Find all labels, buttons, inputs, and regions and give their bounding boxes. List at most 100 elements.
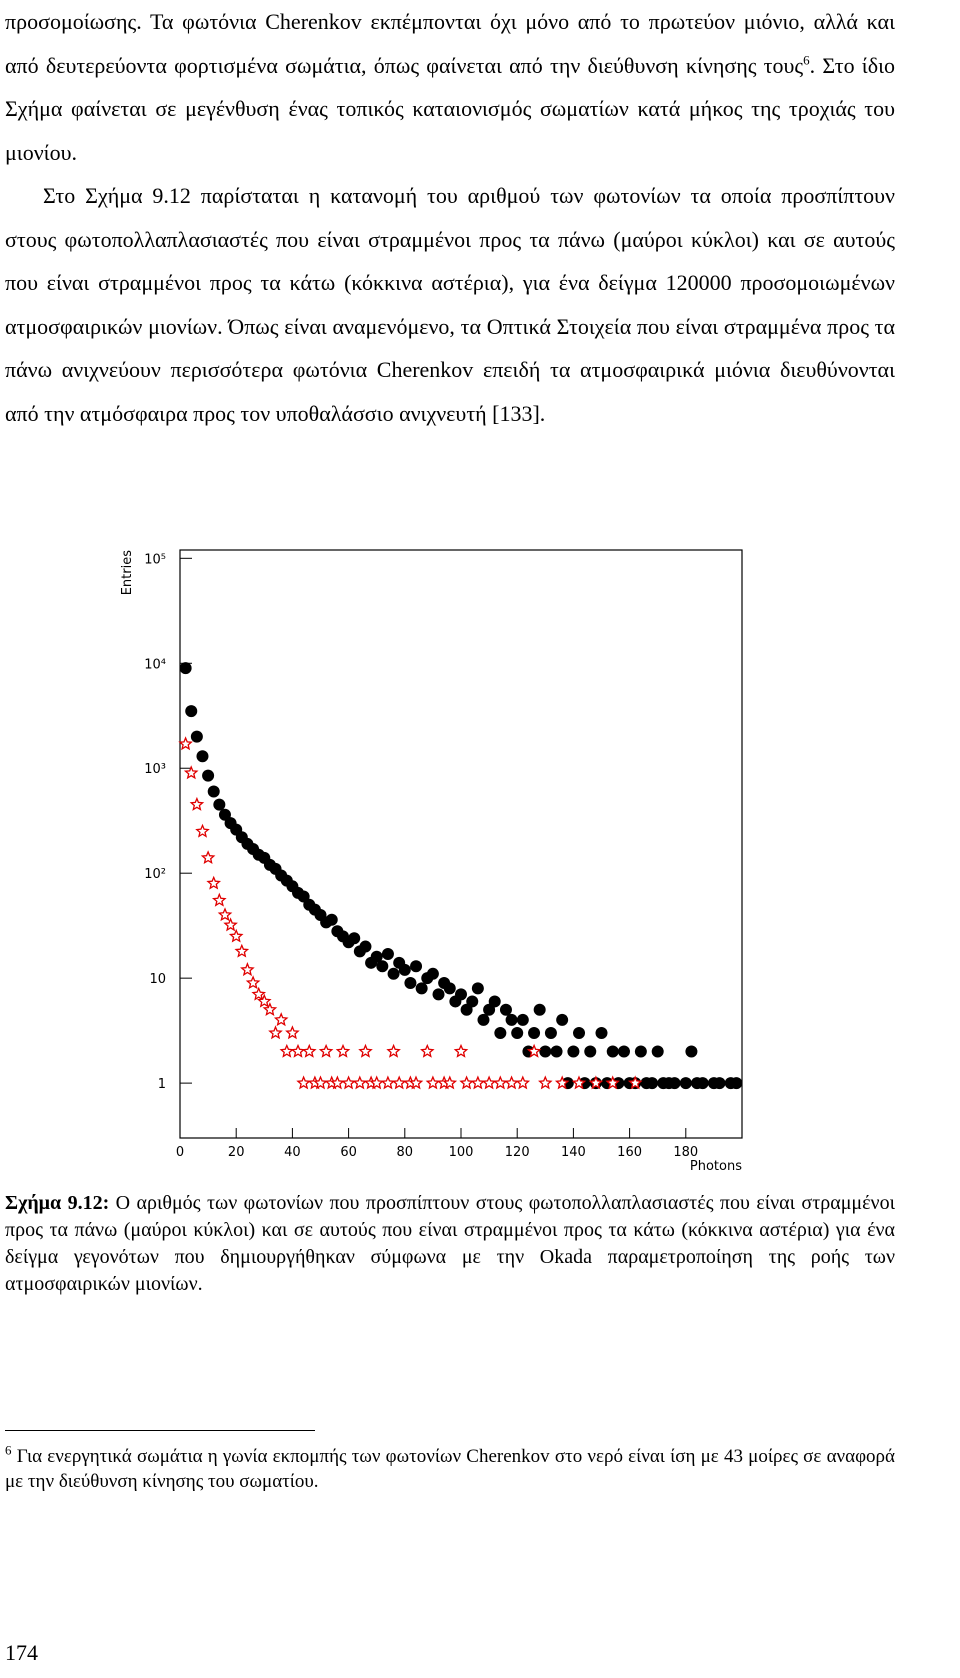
circle-point xyxy=(573,1027,586,1040)
circle-point xyxy=(595,1027,608,1040)
circle-point xyxy=(550,1045,563,1058)
circle-point xyxy=(730,1077,743,1090)
star-point xyxy=(200,850,216,865)
star-point xyxy=(453,1043,469,1058)
circle-point xyxy=(202,769,215,782)
circle-point xyxy=(533,1003,546,1016)
star-point xyxy=(290,1043,306,1058)
star-point xyxy=(206,875,222,890)
circle-point xyxy=(556,1013,569,1026)
star-point xyxy=(538,1075,553,1090)
star-point xyxy=(234,943,250,958)
star-point xyxy=(330,1075,345,1090)
circle-point xyxy=(584,1045,597,1058)
star-point xyxy=(273,1012,289,1027)
star-point xyxy=(492,1075,508,1090)
paragraph: προσομοίωσης. Τα φωτόνια Cherenkov εκπέμ… xyxy=(5,0,895,174)
star-point xyxy=(459,1075,474,1090)
circle-point xyxy=(348,932,361,945)
circle-point xyxy=(544,1027,557,1040)
circle-point xyxy=(376,960,389,973)
circle-point xyxy=(516,1013,529,1026)
circle-point xyxy=(617,1045,630,1058)
circle-point xyxy=(606,1045,619,1058)
y-axis-label: Entries xyxy=(120,550,135,596)
circle-point xyxy=(196,750,209,763)
y-tick-label: 10³ xyxy=(144,762,166,777)
star-point xyxy=(285,1025,300,1040)
footnote-rule xyxy=(5,1430,315,1431)
star-point xyxy=(279,1043,295,1058)
footnote-text: Για ενεργητικά σωμάτια η γωνία εκπομπής … xyxy=(5,1446,895,1492)
circle-point xyxy=(696,1077,709,1090)
circle-point xyxy=(499,1003,512,1016)
circle-point xyxy=(415,982,428,995)
circle-point xyxy=(404,976,417,989)
circle-point xyxy=(325,913,338,926)
circle-point xyxy=(381,947,394,960)
footnote-ref: 6 xyxy=(803,52,810,68)
circle-point xyxy=(432,988,445,1001)
star-point xyxy=(268,1025,283,1040)
circle-point xyxy=(505,1013,518,1026)
x-tick-label: 120 xyxy=(505,1145,530,1160)
star-point xyxy=(296,1075,311,1090)
star-point xyxy=(228,928,244,943)
circle-point xyxy=(511,1027,524,1040)
circle-point xyxy=(494,1027,507,1040)
star-point xyxy=(223,917,238,932)
x-tick-label: 40 xyxy=(284,1145,301,1160)
circle-point xyxy=(651,1045,664,1058)
x-tick-label: 60 xyxy=(340,1145,357,1160)
circle-point xyxy=(207,785,220,798)
star-point xyxy=(335,1043,351,1058)
circle-point xyxy=(398,963,411,976)
circle-point xyxy=(471,982,484,995)
star-point xyxy=(420,1043,435,1058)
y-tick-label: 10 xyxy=(149,972,166,987)
circle-point xyxy=(646,1077,659,1090)
circle-point xyxy=(443,982,456,995)
star-point xyxy=(571,1075,587,1090)
circle-point xyxy=(359,940,372,953)
circle-point xyxy=(426,967,439,980)
x-tick-label: 160 xyxy=(617,1145,642,1160)
x-tick-label: 100 xyxy=(449,1145,474,1160)
circle-point xyxy=(634,1045,647,1058)
circle-point xyxy=(185,705,198,718)
star-point xyxy=(504,1075,519,1090)
star-point xyxy=(341,1075,356,1090)
x-axis-label: Photons xyxy=(690,1159,742,1170)
y-tick-label: 10⁵ xyxy=(144,552,166,567)
star-point xyxy=(251,986,267,1001)
circle-point xyxy=(213,798,226,811)
star-point xyxy=(318,1043,334,1058)
star-point xyxy=(526,1043,542,1058)
circle-point xyxy=(567,1045,580,1058)
star-point xyxy=(369,1075,384,1090)
star-point xyxy=(408,1075,424,1090)
circle-point xyxy=(387,967,400,980)
y-tick-label: 10⁴ xyxy=(144,657,166,672)
star-point xyxy=(245,975,261,990)
star-point xyxy=(386,1043,401,1058)
x-tick-label: 140 xyxy=(561,1145,586,1160)
caption-label: Σχήμα 9.12: xyxy=(5,1192,110,1214)
circle-point xyxy=(668,1077,681,1090)
star-point xyxy=(256,993,272,1008)
text: . Στο ίδιο Σχήμα φαίνεται σε μεγένθυση έ… xyxy=(5,52,895,165)
star-point xyxy=(380,1075,396,1090)
star-point xyxy=(195,823,210,838)
star-point xyxy=(425,1075,441,1090)
circle-point xyxy=(190,730,203,743)
circle-point xyxy=(685,1045,698,1058)
star-point xyxy=(588,1075,604,1090)
y-tick-label: 1 xyxy=(158,1077,166,1092)
page-number: 174 xyxy=(5,1640,38,1665)
circle-point xyxy=(455,988,467,1001)
chart: 0 20 40 60 80 100 120 140 160 180 1 10 10² 10³ 10⁴ 10⁵ P… xyxy=(120,549,743,1170)
circle-point xyxy=(370,950,383,963)
y-tick-label: 10² xyxy=(144,867,166,882)
star-point xyxy=(178,736,193,751)
caption-text: Ο αριθμός των φωτονίων που προσπίπτουν σ… xyxy=(5,1192,895,1295)
